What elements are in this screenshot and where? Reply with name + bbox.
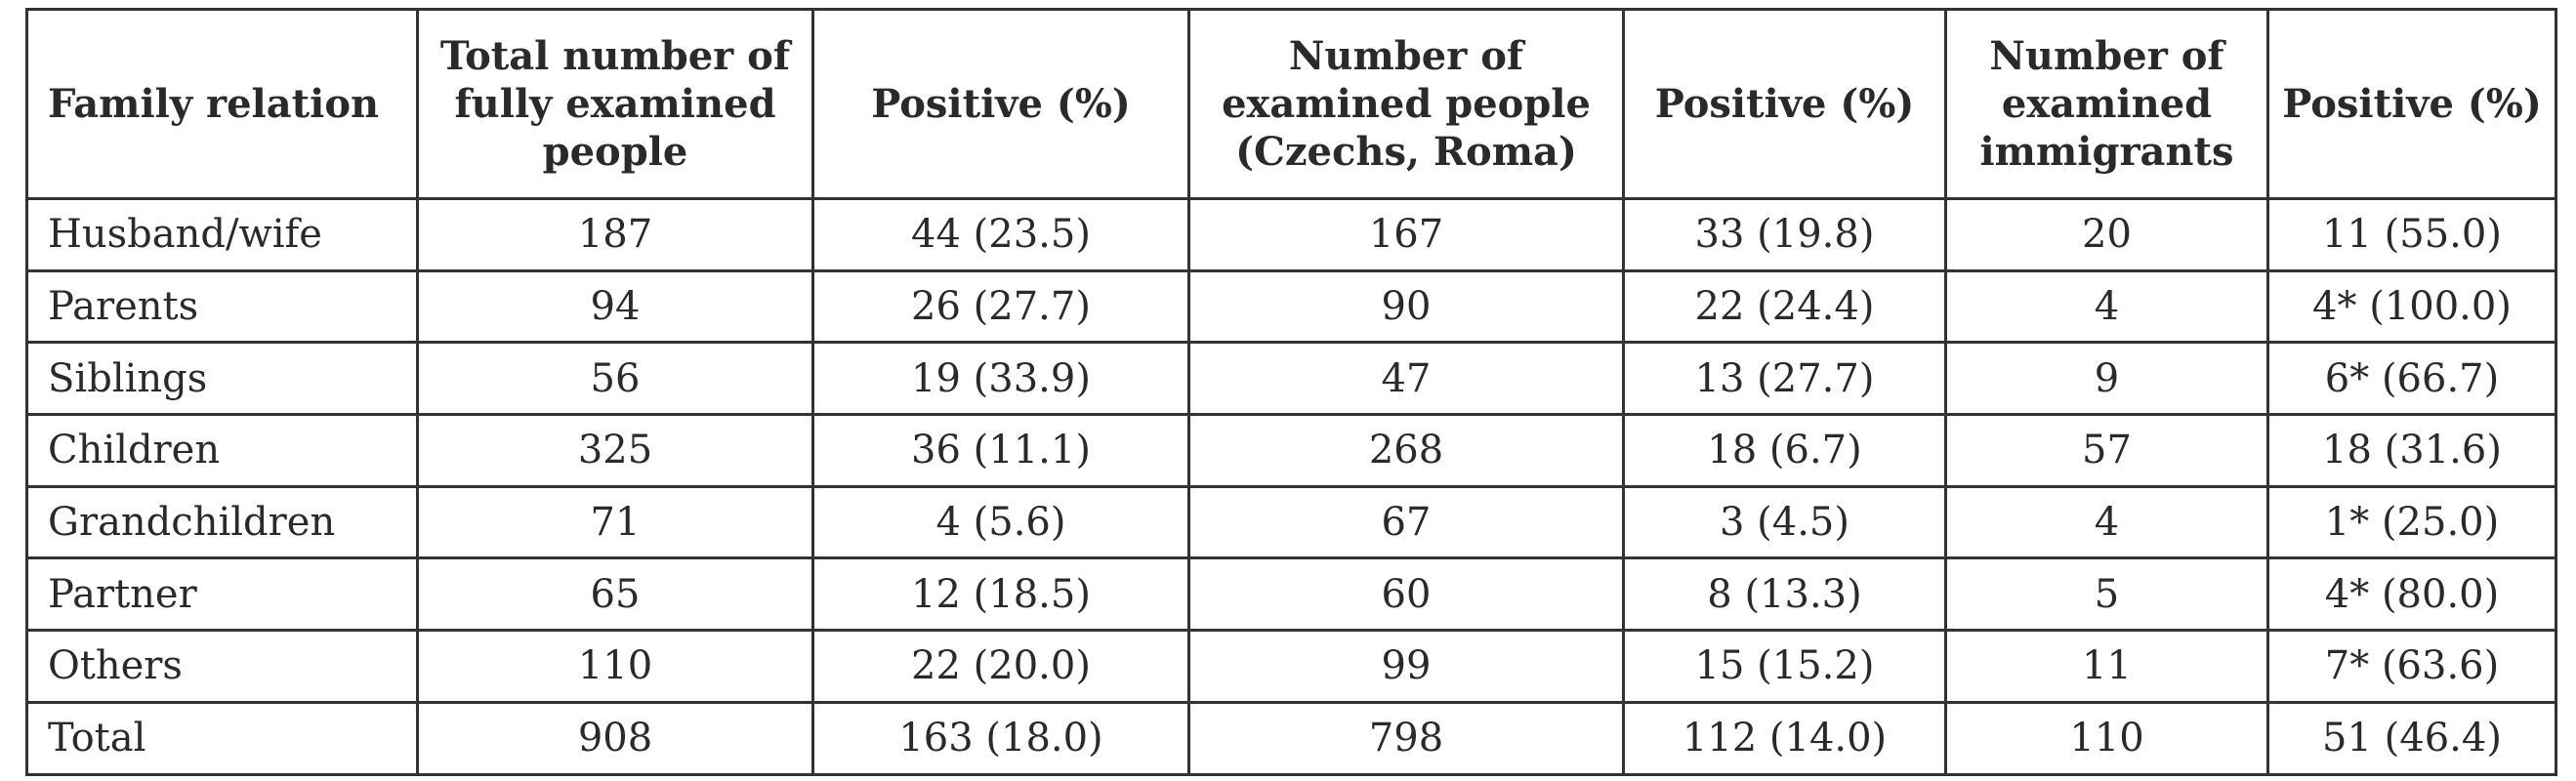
table-cell: 4 [1944, 268, 2269, 345]
table-cell: 11 (55.0) [2266, 197, 2557, 272]
table-cell: 18 (6.7) [1622, 413, 1947, 488]
table-cell: 4* (80.0) [2266, 556, 2557, 633]
table-cell: 94 [416, 268, 814, 345]
header-examined-immigrants: Number of examined immigrants [1944, 8, 2269, 200]
table-cell: 26 (27.7) [811, 268, 1190, 345]
table-cell: 12 (18.5) [811, 556, 1190, 633]
table-cell: 798 [1187, 700, 1625, 776]
table-cell: 112 (14.0) [1622, 700, 1947, 776]
table-cell: 4 [1944, 484, 2269, 560]
table-cell: 51 (46.4) [2266, 700, 2557, 776]
table-cell: 19 (33.9) [811, 341, 1190, 417]
table-cell: 90 [1187, 268, 1625, 345]
header-positive-immigrants: Positive (%) [2266, 8, 2557, 200]
table-row: Others 110 22 (20.0) 99 15 (15.2) 11 7* … [25, 629, 2557, 704]
table-cell: 18 (31.6) [2266, 413, 2557, 488]
table-cell: 187 [416, 197, 814, 272]
row-label: Parents [25, 268, 419, 345]
table-row: Parents 94 26 (27.7) 90 22 (24.4) 4 4* (… [25, 268, 2557, 345]
table-cell: 7* (63.6) [2266, 629, 2557, 704]
table-row: Husband/wife 187 44 (23.5) 167 33 (19.8)… [25, 197, 2557, 272]
row-label: Others [25, 629, 419, 704]
table-cell: 22 (24.4) [1622, 268, 1947, 345]
table-cell: 57 [1944, 413, 2269, 488]
table-cell: 5 [1944, 556, 2269, 633]
table-cell: 99 [1187, 629, 1625, 704]
row-label: Grandchildren [25, 484, 419, 560]
table-cell: 4 (5.6) [811, 484, 1190, 560]
table-cell: 110 [416, 629, 814, 704]
table-cell: 13 (27.7) [1622, 341, 1947, 417]
row-label: Total [25, 700, 419, 776]
table-row: Partner 65 12 (18.5) 60 8 (13.3) 5 4* (8… [25, 556, 2557, 633]
table-cell: 3 (4.5) [1622, 484, 1947, 560]
table-cell: 36 (11.1) [811, 413, 1190, 488]
table-row: Children 325 36 (11.1) 268 18 (6.7) 57 1… [25, 413, 2557, 488]
row-label: Partner [25, 556, 419, 633]
table-cell: 20 [1944, 197, 2269, 272]
table-row-total: Total 908 163 (18.0) 798 112 (14.0) 110 … [25, 700, 2557, 776]
data-table-container: Family relation Total number of fully ex… [25, 8, 2557, 776]
table-cell: 44 (23.5) [811, 197, 1190, 272]
table-cell: 60 [1187, 556, 1625, 633]
header-positive-czechs-roma: Positive (%) [1622, 8, 1947, 200]
table-cell: 22 (20.0) [811, 629, 1190, 704]
table-cell: 163 (18.0) [811, 700, 1190, 776]
table-cell: 4* (100.0) [2266, 268, 2557, 345]
table-cell: 71 [416, 484, 814, 560]
table-cell: 56 [416, 341, 814, 417]
table-cell: 325 [416, 413, 814, 488]
table-cell: 8 (13.3) [1622, 556, 1947, 633]
table-cell: 33 (19.8) [1622, 197, 1947, 272]
table-cell: 908 [416, 700, 814, 776]
table-row: Grandchildren 71 4 (5.6) 67 3 (4.5) 4 1*… [25, 484, 2557, 560]
table-cell: 1* (25.0) [2266, 484, 2557, 560]
table-cell: 6* (66.7) [2266, 341, 2557, 417]
row-label: Siblings [25, 341, 419, 417]
table-cell: 268 [1187, 413, 1625, 488]
table-cell: 167 [1187, 197, 1625, 272]
table-cell: 110 [1944, 700, 2269, 776]
family-relation-table: Family relation Total number of fully ex… [25, 8, 2557, 776]
header-family-relation: Family relation [25, 8, 419, 200]
header-positive-total: Positive (%) [811, 8, 1190, 200]
table-cell: 65 [416, 556, 814, 633]
table-cell: 47 [1187, 341, 1625, 417]
header-row: Family relation Total number of fully ex… [25, 8, 2557, 200]
header-total-examined: Total number of fully examined people [416, 8, 814, 200]
row-label: Husband/wife [25, 197, 419, 272]
table-cell: 67 [1187, 484, 1625, 560]
table-cell: 11 [1944, 629, 2269, 704]
table-cell: 15 (15.2) [1622, 629, 1947, 704]
table-cell: 9 [1944, 341, 2269, 417]
table-row: Siblings 56 19 (33.9) 47 13 (27.7) 9 6* … [25, 341, 2557, 417]
header-examined-czechs-roma: Number of examined people (Czechs, Roma) [1187, 8, 1625, 200]
row-label: Children [25, 413, 419, 488]
